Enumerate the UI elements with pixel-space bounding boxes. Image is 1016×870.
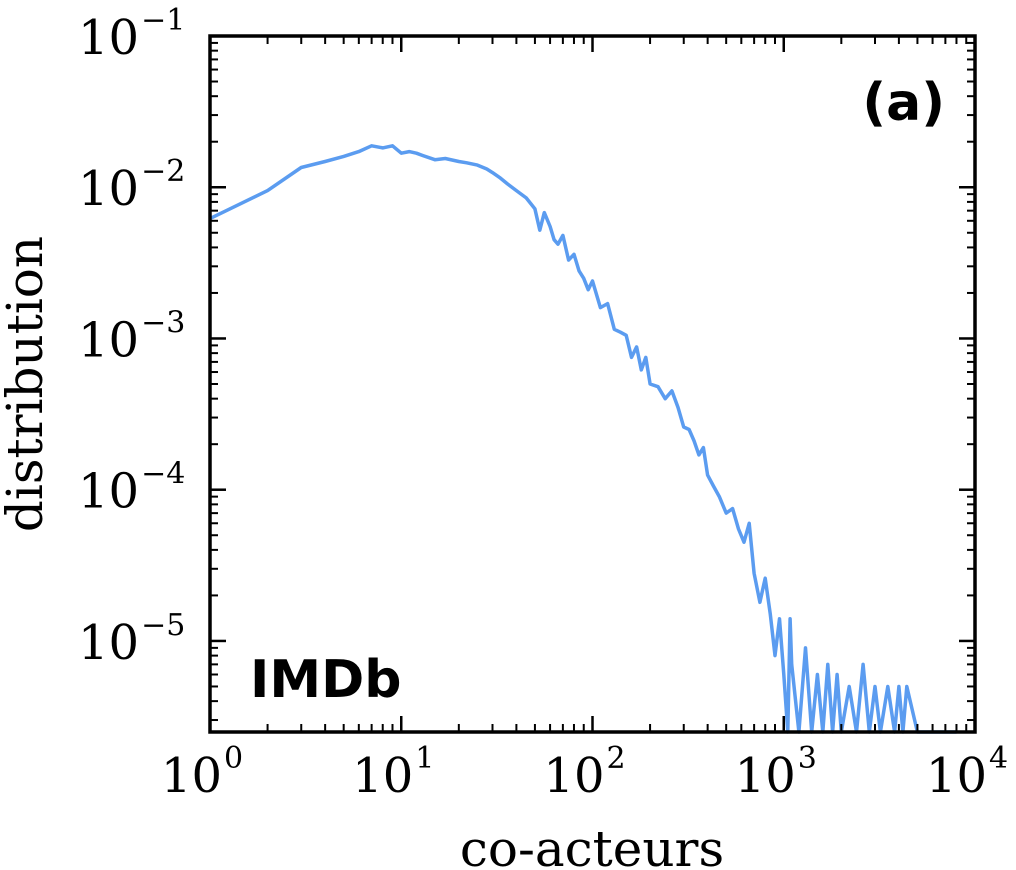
y-tick-label: 10−3	[78, 305, 185, 368]
y-tick-label: 10−1	[78, 3, 185, 66]
y-tick-exponent: −4	[141, 457, 185, 492]
x-tick-label: 103	[735, 741, 817, 804]
x-tick-exponent: 2	[606, 741, 625, 776]
x-tick-exponent: 3	[798, 741, 817, 776]
plot-area	[209, 144, 957, 734]
x-tick-label: 104	[926, 741, 1008, 804]
x-tick-label: 101	[352, 741, 434, 804]
series-line-0	[209, 144, 957, 734]
y-tick-label: 10−2	[78, 154, 185, 217]
axes-frame	[208, 34, 977, 734]
dataset-label: IMDb	[250, 650, 401, 710]
x-axis-label: co-acteurs	[460, 820, 724, 870]
x-tick-exponent: 1	[415, 741, 434, 776]
x-tick-label: 100	[161, 741, 243, 804]
y-tick-exponent: −2	[141, 154, 185, 189]
y-tick-exponent: −1	[141, 3, 185, 38]
y-tick-label: 10−5	[78, 608, 185, 671]
x-tick-exponent: 4	[989, 741, 1008, 776]
y-axis-label: distribution	[0, 236, 54, 532]
x-tick-label: 102	[543, 741, 625, 804]
panel-label: (a)	[862, 73, 945, 133]
x-tick-exponent: 0	[224, 741, 243, 776]
y-tick-exponent: −5	[141, 608, 185, 643]
y-tick-exponent: −3	[141, 305, 185, 340]
y-tick-label: 10−4	[78, 457, 185, 520]
